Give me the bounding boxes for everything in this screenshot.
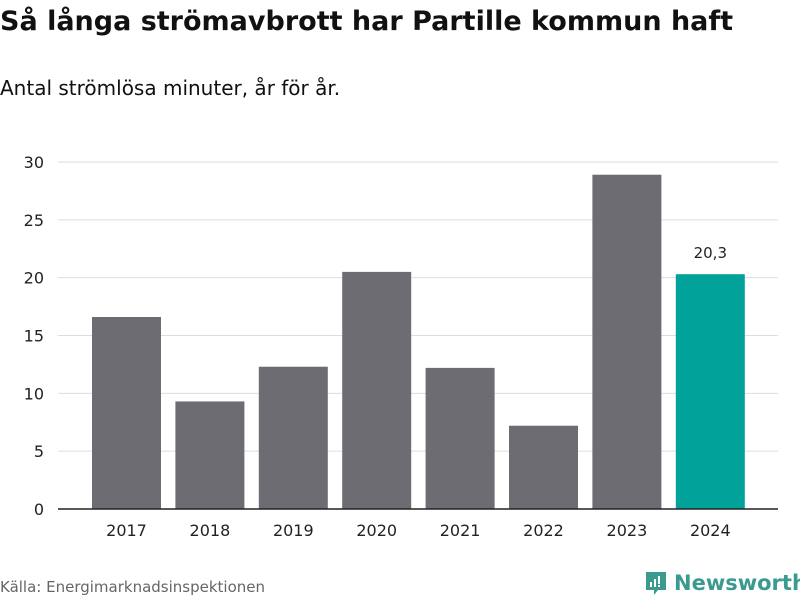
x-tick-label: 2022 — [523, 521, 564, 540]
y-tick-label: 15 — [24, 327, 44, 346]
x-tick-label: 2018 — [190, 521, 231, 540]
y-tick-label: 10 — [24, 384, 44, 403]
chart-title: Så långa strömavbrott har Partille kommu… — [0, 6, 734, 37]
y-tick-label: 0 — [34, 500, 44, 519]
bar-2023 — [592, 174, 662, 509]
y-tick-label: 25 — [24, 211, 44, 230]
y-tick-label: 20 — [24, 269, 44, 288]
bar-2018 — [175, 401, 245, 509]
source-note: Källa: Energimarknadsinspektionen — [0, 578, 266, 596]
x-tick-label: 2024 — [690, 521, 731, 540]
bar-2024 — [675, 274, 745, 509]
newsworthy-logo: Newsworthy — [644, 570, 800, 596]
brand-name: Newsworthy — [674, 571, 800, 595]
x-tick-label: 2017 — [106, 521, 147, 540]
y-tick-label: 5 — [34, 442, 44, 461]
x-tick-label: 2020 — [356, 521, 397, 540]
logo-chart-icon — [646, 572, 666, 595]
bar-chart: 0 5 10 15 20 25 30 2017 2018 2019 2020 2021 2022 2023… — [24, 153, 778, 540]
bar-2022 — [509, 425, 578, 509]
y-tick-label: 30 — [24, 153, 44, 172]
chart-subtitle: Antal strömlösa minuter, år för år. — [0, 76, 341, 100]
bar-2021 — [425, 367, 495, 509]
data-label: 20,3 — [694, 244, 727, 262]
bar-2017 — [92, 316, 161, 509]
x-tick-label: 2019 — [273, 521, 314, 540]
bar-2020 — [342, 271, 412, 509]
x-tick-label: 2021 — [440, 521, 481, 540]
x-tick-label: 2023 — [607, 521, 648, 540]
bar-2019 — [258, 366, 328, 509]
